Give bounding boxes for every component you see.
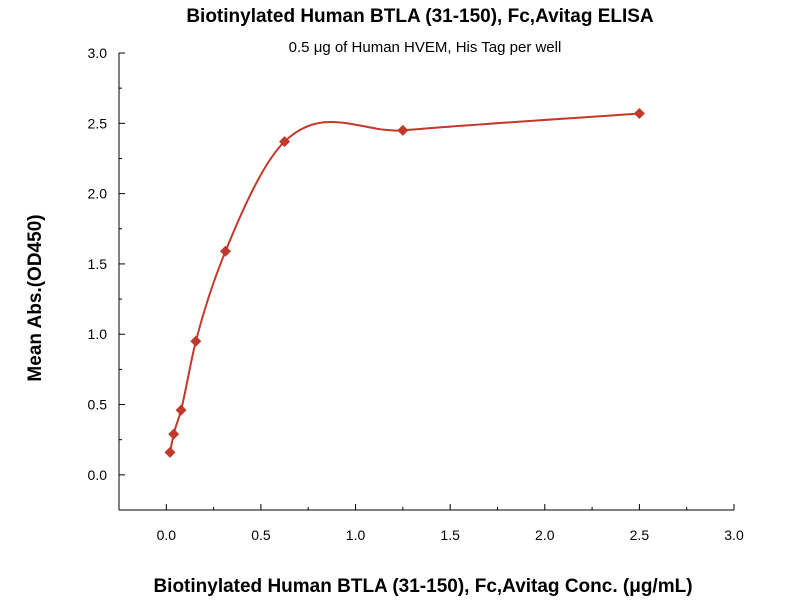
- x-tick-label: 2.5: [630, 527, 650, 543]
- data-point: [633, 107, 645, 119]
- chart-title: Biotinylated Human BTLA (31-150), Fc,Avi…: [186, 6, 654, 27]
- x-tick-label: 0.0: [157, 527, 177, 543]
- fit-curve-layer: [169, 112, 640, 453]
- x-tick-label: 2.0: [535, 527, 555, 543]
- x-tick-label: 0.5: [251, 527, 271, 543]
- chart-subtitle: 0.5 μg of Human HVEM, His Tag per well: [289, 39, 562, 56]
- y-axis-title: Mean Abs.(OD450): [25, 214, 46, 381]
- data-point: [397, 124, 409, 136]
- fit-curve: [169, 112, 640, 453]
- x-tick-label: 3.0: [724, 527, 744, 543]
- y-tick-label: 1.5: [88, 256, 108, 272]
- data-point: [219, 245, 231, 257]
- axes: 0.0 0.5 1.0 1.5 2.0 2.5 3.0 0.0 0.5 1.0 1.5 2.0 2.5 3…: [88, 45, 744, 543]
- y-tick-label: 0.5: [88, 397, 108, 413]
- data-point: [168, 428, 180, 440]
- x-tick-label: 1.0: [346, 527, 366, 543]
- data-point: [175, 404, 187, 416]
- y-tick-label: 1.0: [88, 326, 108, 342]
- data-point: [190, 335, 202, 347]
- data-points-layer: [164, 107, 645, 458]
- x-axis-title: Biotinylated Human BTLA (31-150), Fc,Avi…: [153, 576, 692, 597]
- y-tick-label: 3.0: [88, 45, 108, 61]
- data-point: [164, 446, 176, 458]
- x-tick-label: 1.5: [440, 527, 460, 543]
- y-tick-label: 0.0: [88, 467, 108, 483]
- y-tick-label: 2.5: [88, 115, 108, 131]
- data-point: [279, 136, 291, 148]
- y-tick-label: 2.0: [88, 186, 108, 202]
